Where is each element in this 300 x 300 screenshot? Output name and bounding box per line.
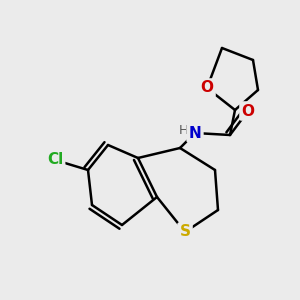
- Text: S: S: [179, 224, 191, 239]
- Text: Cl: Cl: [47, 152, 63, 167]
- Text: O: O: [200, 80, 214, 95]
- Text: N: N: [189, 125, 201, 140]
- Text: O: O: [242, 103, 254, 118]
- Text: H: H: [178, 124, 188, 137]
